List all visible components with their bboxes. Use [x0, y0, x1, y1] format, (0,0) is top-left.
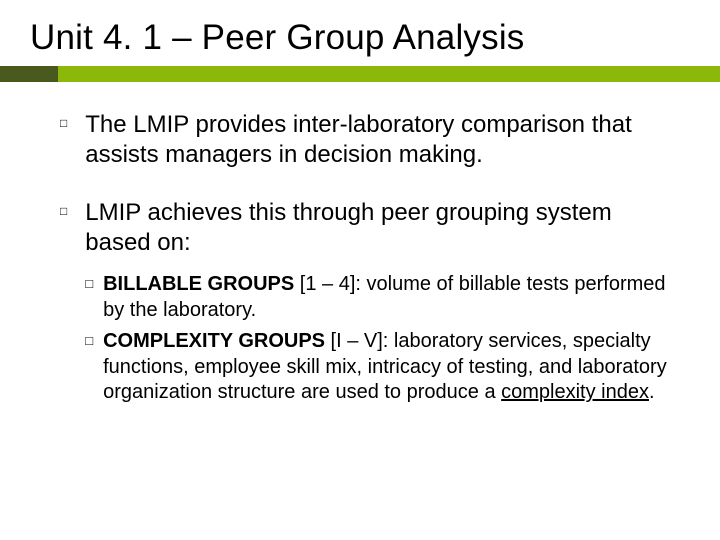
sub-underline: complexity index — [501, 381, 649, 403]
slide-title: Unit 4. 1 – Peer Group Analysis — [30, 18, 690, 58]
square-bullet-icon: □ — [60, 205, 67, 217]
bullet-item: □ LMIP achieves this through peer groupi… — [60, 198, 680, 412]
title-area: Unit 4. 1 – Peer Group Analysis — [0, 0, 720, 66]
sub-bold: COMPLEXITY GROUPS — [103, 330, 325, 352]
accent-bar — [0, 66, 720, 82]
sub-bold: BILLABLE GROUPS — [103, 273, 294, 295]
sub-item: □ BILLABLE GROUPS [1 – 4]: volume of bil… — [85, 272, 680, 323]
sub-text: BILLABLE GROUPS [1 – 4]: volume of billa… — [103, 272, 680, 323]
sub-item: □ COMPLEXITY GROUPS [I – V]: laboratory … — [85, 329, 680, 406]
square-bullet-icon: □ — [60, 117, 67, 129]
bullet-text-line: LMIP achieves this through peer grouping… — [85, 199, 612, 256]
content-area: □ The LMIP provides inter-laboratory com… — [0, 82, 720, 412]
bullet-item: □ The LMIP provides inter-laboratory com… — [60, 110, 680, 170]
square-bullet-icon: □ — [85, 334, 93, 347]
sub-text: COMPLEXITY GROUPS [I – V]: laboratory se… — [103, 329, 680, 406]
bullet-text: The LMIP provides inter-laboratory compa… — [85, 110, 680, 170]
accent-bar-dark — [0, 66, 58, 82]
sub-list: □ BILLABLE GROUPS [1 – 4]: volume of bil… — [85, 272, 680, 406]
square-bullet-icon: □ — [85, 277, 93, 290]
sub-rest-b: . — [649, 381, 655, 403]
bullet-text: LMIP achieves this through peer grouping… — [85, 198, 680, 412]
